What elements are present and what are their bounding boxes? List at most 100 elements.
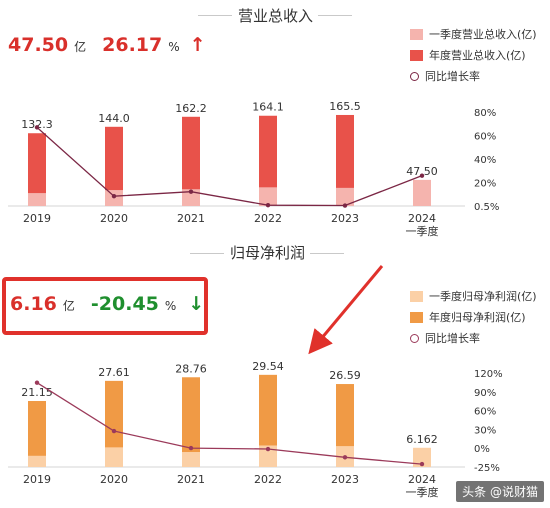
- profit-chart: 21.15 2019 27.61 2020 28.76 2021 29.54 2022 26.5…: [8, 360, 503, 499]
- right-axis-tick: -25%: [474, 463, 500, 474]
- data-label: 165.5: [329, 100, 361, 113]
- right-axis-tick: 80%: [474, 108, 496, 119]
- legend-item-quarter-profit: 一季度归母净利润(亿): [410, 288, 537, 304]
- legend-swatch-annual: [410, 49, 423, 61]
- revenue-unit: 亿: [74, 40, 87, 54]
- bar-annual: [105, 380, 123, 467]
- x-tick-label: 2024: [408, 212, 436, 225]
- right-axis-tick: 60%: [474, 407, 496, 418]
- growth-point: [265, 202, 271, 208]
- growth-point: [342, 455, 348, 460]
- x-tick-label: 2022: [254, 473, 282, 486]
- legend-swatch-quarter: [410, 290, 423, 302]
- data-label: 21.15: [21, 386, 53, 399]
- growth-point: [111, 193, 117, 199]
- title-rule-left: [198, 15, 232, 16]
- revenue-chart-title: 营业总收入: [238, 7, 314, 25]
- data-label: 144.0: [98, 112, 130, 125]
- data-label: 6.162: [406, 433, 438, 446]
- legend-item-revenue-growth: 同比增长率: [410, 68, 537, 84]
- x-tick-label: 2022: [254, 212, 282, 225]
- revenue-growth: 26.17: [102, 34, 163, 56]
- profit-legend: 一季度归母净利润(亿) 年度归母净利润(亿) 同比增长率: [410, 288, 537, 346]
- right-axis-tick: 30%: [474, 425, 496, 436]
- data-label: 47.50: [406, 165, 438, 178]
- legend-label: 一季度营业总收入(亿): [429, 28, 537, 41]
- legend-swatch-quarter: [410, 28, 423, 40]
- revenue-headline: 47.50 亿 26.17 % ↑: [8, 34, 206, 56]
- title-rule-left: [190, 253, 224, 254]
- watermark: 头条 @说财猫: [456, 481, 544, 502]
- bar-quarter: [413, 179, 431, 206]
- legend-item-profit-growth: 同比增长率: [410, 330, 537, 346]
- down-arrow-icon: ↓: [188, 293, 205, 315]
- x-tick-label: 2023: [331, 212, 359, 225]
- x-tick-label: 一季度: [406, 485, 439, 499]
- right-axis-tick: 60%: [474, 132, 496, 143]
- legend-swatch-annual: [410, 311, 423, 323]
- right-axis-tick: 90%: [474, 388, 496, 399]
- bar-annual: [28, 133, 46, 206]
- legend-item-annual-profit: 年度归母净利润(亿): [410, 309, 537, 325]
- bar-quarter: [182, 189, 200, 206]
- bar-annual: [259, 115, 277, 206]
- growth-point: [188, 445, 194, 451]
- data-label: 29.54: [252, 360, 284, 373]
- x-tick-label: 2019: [23, 473, 51, 486]
- legend-label: 年度营业总收入(亿): [429, 49, 526, 62]
- legend-ring-growth: [410, 71, 419, 81]
- legend-label: 同比增长率: [425, 332, 480, 345]
- bar-quarter: [336, 187, 354, 206]
- revenue-growth-unit: %: [168, 40, 180, 54]
- data-label: 162.2: [175, 102, 207, 115]
- bar-annual: [105, 126, 123, 206]
- revenue-value: 47.50: [8, 34, 69, 56]
- legend-label: 同比增长率: [425, 70, 480, 83]
- bar-quarter: [28, 193, 46, 206]
- x-tick-label: 2021: [177, 473, 205, 486]
- right-axis-tick: 0%: [474, 444, 490, 455]
- bar-quarter: [259, 187, 277, 206]
- x-tick-label: 2020: [100, 212, 128, 225]
- data-label: 26.59: [329, 369, 361, 382]
- growth-line: [36, 126, 423, 207]
- x-tick-label: 2020: [100, 473, 128, 486]
- x-tick-label: 2021: [177, 212, 205, 225]
- bar-quarter: [182, 452, 200, 467]
- bar-quarter: [413, 447, 431, 467]
- profit-unit: 亿: [62, 299, 75, 313]
- profit-headline: 6.16 亿 -20.45 % ↓: [10, 293, 204, 315]
- bar-quarter: [28, 455, 46, 467]
- x-tick-label: 2024: [408, 473, 436, 486]
- right-axis-tick: 40%: [474, 155, 496, 166]
- growth-point: [34, 380, 40, 385]
- legend-ring-growth: [410, 333, 419, 343]
- bar-annual: [28, 401, 46, 467]
- revenue-chart: 132.3 2019 144.0 2020 162.2 2021 164.1 2022 165.…: [8, 100, 499, 238]
- legend-label: 年度归母净利润(亿): [429, 311, 526, 324]
- right-axis-tick: 20%: [474, 179, 496, 190]
- x-tick-label: 2023: [331, 473, 359, 486]
- growth-point: [34, 125, 40, 130]
- bar-annual: [182, 377, 200, 467]
- right-axis-tick: 0.5%: [474, 202, 499, 213]
- profit-growth-unit: %: [164, 299, 177, 313]
- data-label: 27.61: [98, 366, 130, 379]
- growth-line: [36, 382, 423, 465]
- right-axis-tick: 120%: [474, 369, 503, 380]
- data-label: 164.1: [252, 101, 284, 114]
- growth-point: [111, 428, 117, 434]
- bar-quarter: [259, 445, 277, 467]
- data-label: 28.76: [175, 362, 207, 375]
- bar-annual: [259, 374, 277, 467]
- growth-point: [188, 189, 194, 194]
- revenue-legend: 一季度营业总收入(亿) 年度营业总收入(亿) 同比增长率: [410, 26, 537, 84]
- profit-value: 6.16: [10, 293, 57, 315]
- profit-highlight-box: [2, 277, 208, 335]
- x-tick-label: 2019: [23, 212, 51, 225]
- growth-point: [419, 173, 425, 178]
- up-arrow-icon: ↑: [189, 34, 206, 56]
- growth-point: [419, 461, 425, 467]
- profit-growth: -20.45: [90, 293, 159, 315]
